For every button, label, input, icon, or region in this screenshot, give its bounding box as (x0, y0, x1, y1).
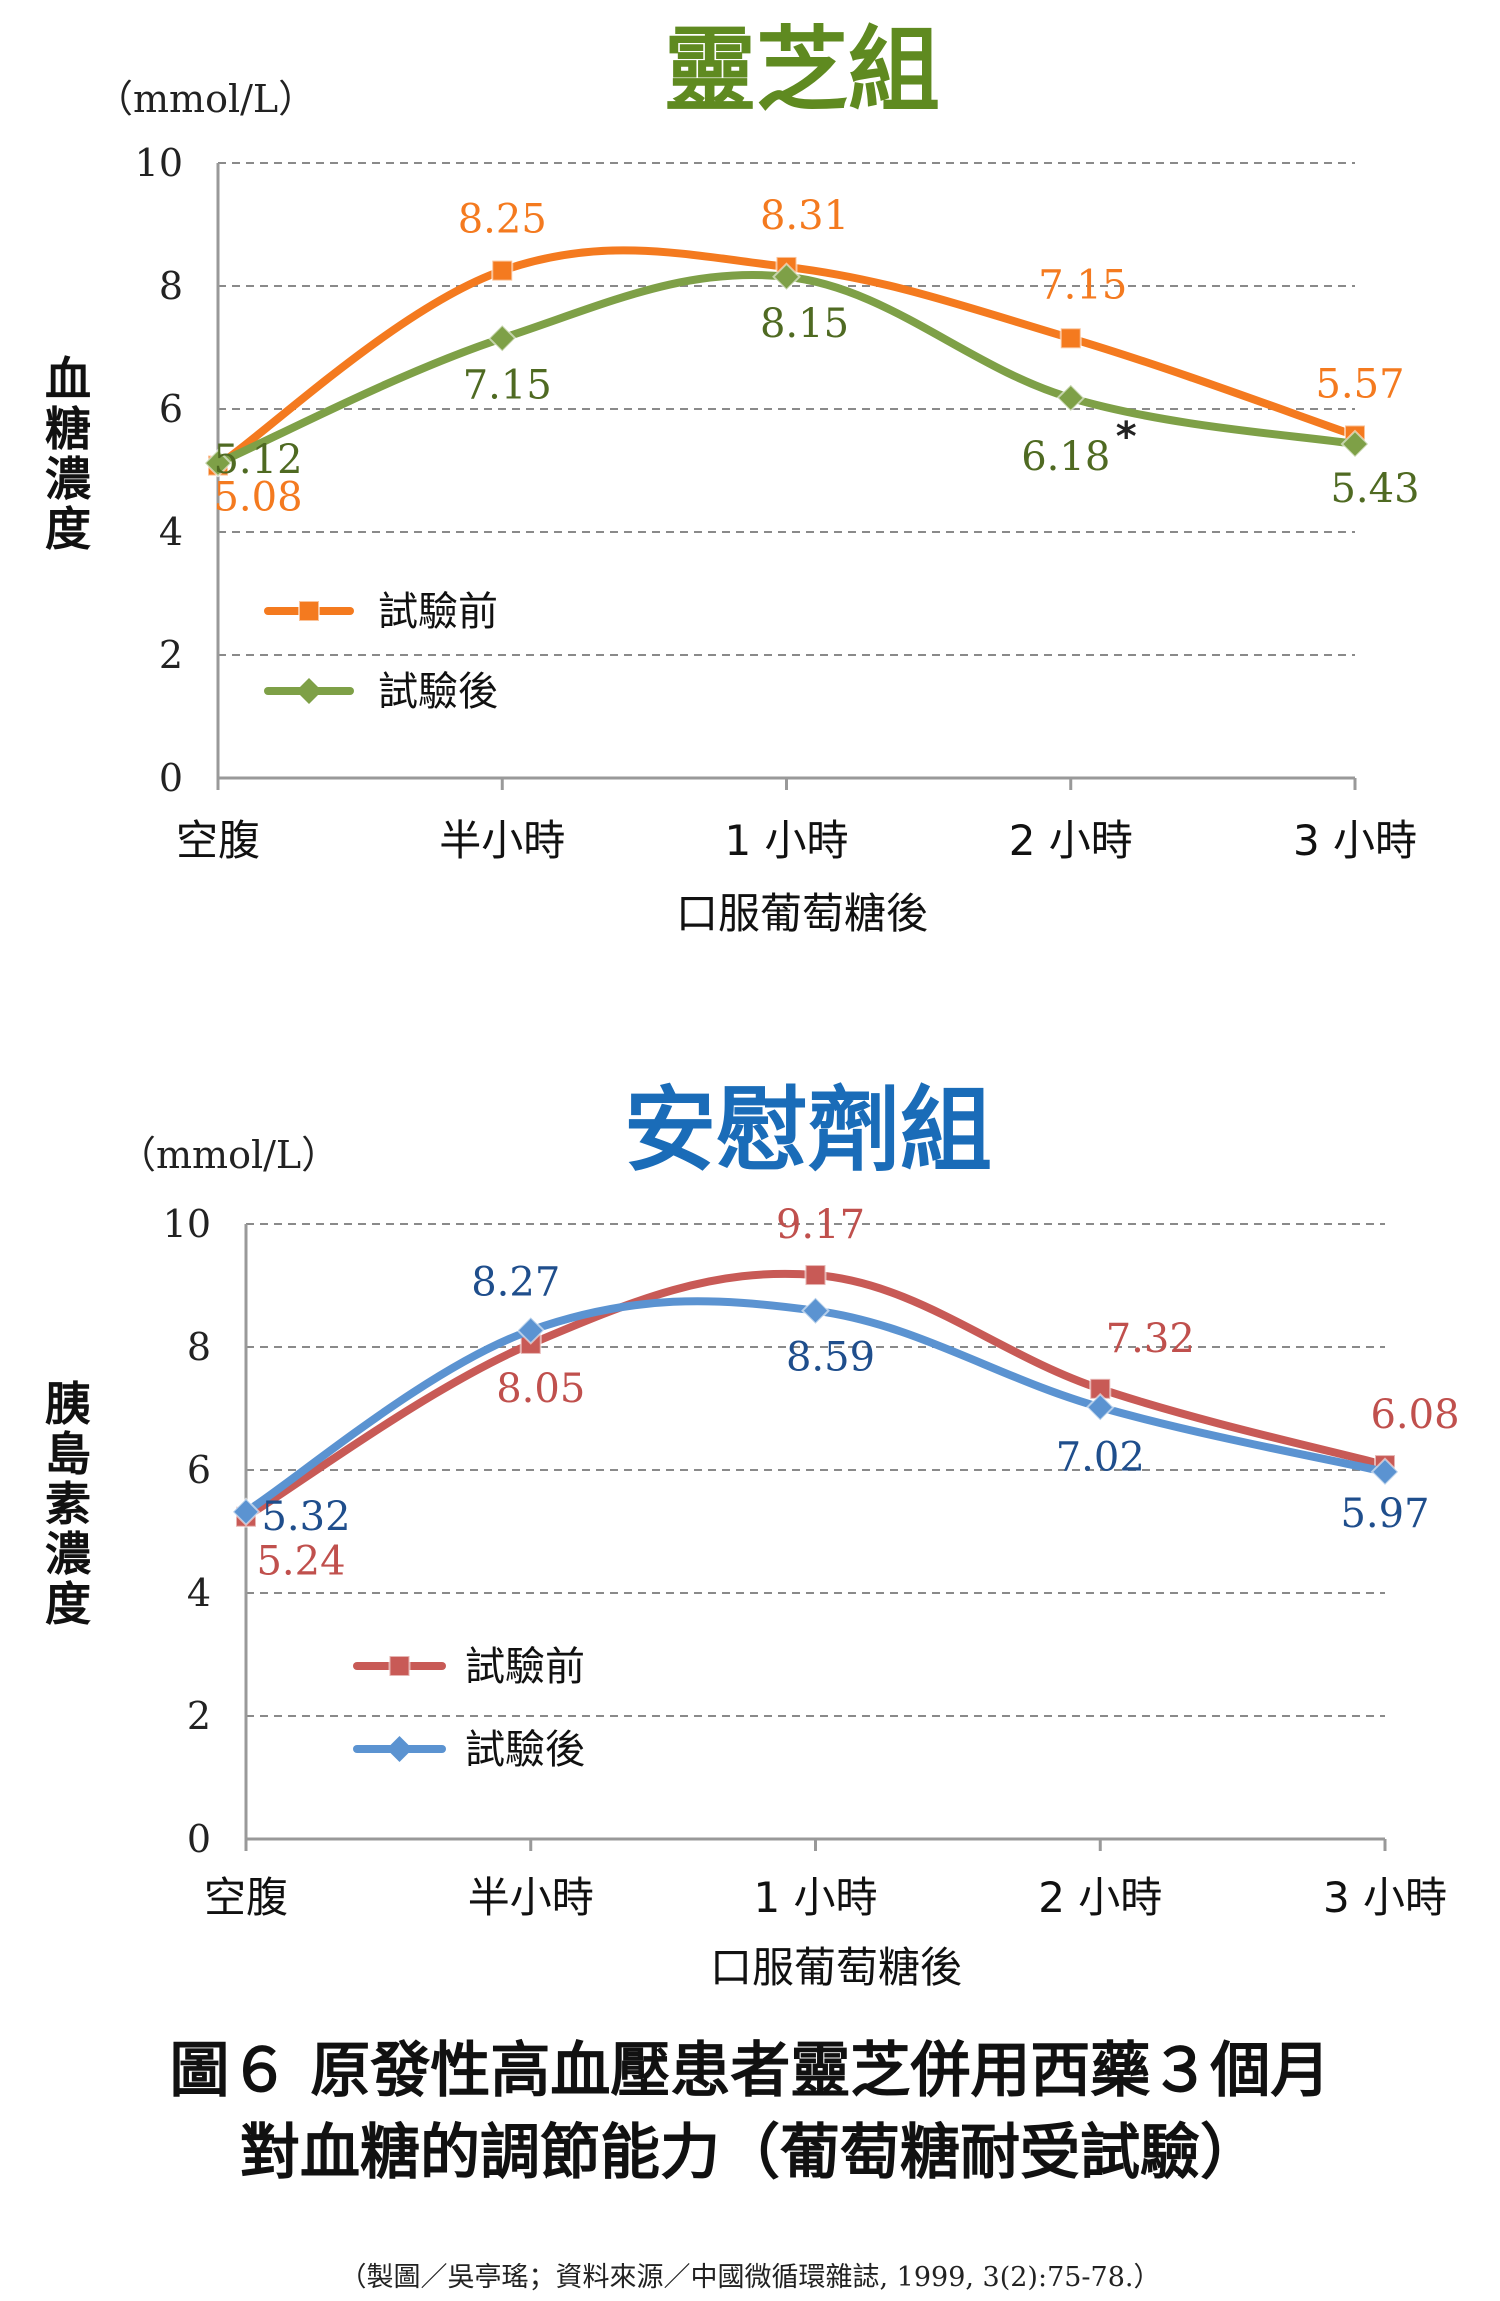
data-label: 6.08 (1370, 1392, 1459, 1438)
data-label: 5.43 (1330, 466, 1419, 512)
x-tick-label: 空腹 (176, 816, 260, 865)
y-tick-label: 10 (135, 141, 183, 185)
ylabel-char: 糖 (45, 402, 91, 456)
figure-caption: 圖６ 原發性高血壓患者靈芝併用西藥３個月 對血糖的調節能力（葡萄糖耐受試驗） (0, 2030, 1500, 2194)
legend-marker (296, 678, 322, 704)
x-tick-label: 2 小時 (1038, 1873, 1162, 1922)
legend-label: 試驗後 (378, 669, 498, 715)
legend-label: 試驗後 (465, 1727, 585, 1773)
y-tick-label: 6 (187, 1448, 211, 1492)
data-point-marker (203, 448, 233, 478)
ylabel-char: 血 (45, 352, 91, 406)
data-point-marker (801, 1296, 830, 1326)
data-point-marker (516, 1315, 546, 1345)
y-tick-label: 4 (187, 1571, 211, 1615)
x-tick-label: 1 小時 (724, 816, 848, 865)
data-label: 5.24 (256, 1539, 345, 1585)
x-tick-label: 半小時 (468, 1873, 594, 1922)
significance-asterisk: * (1116, 414, 1137, 460)
ylabel-char: 度 (45, 1577, 91, 1631)
caption-line-1: 圖６ 原發性高血壓患者靈芝併用西藥３個月 (169, 2036, 1331, 2106)
chart2-xlabel: 口服葡萄糖後 (710, 1943, 962, 1992)
chart2-title: 安慰劑組 (624, 1077, 992, 1184)
x-tick-label: 3 小時 (1293, 816, 1417, 865)
ylabel-char: 度 (45, 502, 91, 556)
chart1-title: 靈芝組 (664, 17, 940, 124)
y-tick-label: 2 (159, 633, 183, 677)
data-label: 7.15 (463, 362, 552, 408)
data-label: 7.02 (1056, 1434, 1145, 1480)
data-point-marker (1056, 383, 1086, 413)
data-label: 5.97 (1340, 1491, 1429, 1537)
y-tick-label: 4 (159, 510, 183, 554)
ylabel-char: 濃 (45, 1527, 92, 1581)
y-tick-label: 6 (159, 387, 183, 431)
y-tick-label: 2 (187, 1694, 211, 1738)
figure-credit: （製圖／吳亭瑤；資料來源／中國微循環雜誌, 1999, 3(2):75-78.） (339, 2262, 1161, 2293)
legend-marker (298, 600, 320, 622)
x-tick-label: 空腹 (204, 1873, 288, 1922)
data-label: 7.32 (1106, 1316, 1195, 1362)
data-label: 5.32 (261, 1494, 350, 1540)
data-label: 6.18 (1021, 434, 1110, 480)
data-label: 9.17 (776, 1202, 865, 1248)
y-tick-label: 0 (159, 756, 183, 800)
y-tick-label: 8 (187, 1325, 211, 1369)
ylabel-char: 胰 (45, 1377, 91, 1431)
data-label: 8.15 (760, 301, 849, 347)
x-tick-label: 半小時 (439, 816, 565, 865)
ylabel-char: 島 (45, 1427, 91, 1481)
data-point-marker (1059, 327, 1082, 350)
chart1-unit: （mmol/L） (95, 77, 316, 121)
data-label: 5.12 (213, 437, 302, 483)
data-label: 8.27 (471, 1259, 560, 1305)
data-label: 8.25 (458, 197, 547, 243)
data-label: 5.08 (213, 475, 302, 521)
chart2-unit: （mmol/L） (118, 1133, 339, 1177)
data-point-marker (231, 1497, 261, 1527)
data-point-marker (804, 1264, 827, 1287)
data-label: 8.31 (760, 193, 849, 239)
chart1-xlabel: 口服葡萄糖後 (676, 889, 928, 938)
data-label: 8.59 (786, 1335, 875, 1381)
y-tick-label: 8 (159, 264, 183, 308)
data-label: 5.57 (1315, 361, 1404, 407)
ylabel-char: 素 (45, 1477, 91, 1531)
y-tick-label: 0 (187, 1817, 211, 1861)
ylabel-char: 濃 (45, 452, 92, 506)
x-tick-label: 2 小時 (1009, 816, 1133, 865)
legend-label: 試驗前 (378, 589, 498, 635)
data-point-marker (491, 259, 514, 282)
legend-marker (386, 1736, 413, 1762)
caption-line-2: 對血糖的調節能力（葡萄糖耐受試驗） (240, 2118, 1260, 2188)
data-point-marker (1370, 1457, 1400, 1487)
data-label: 7.15 (1038, 262, 1127, 308)
data-point-marker (1085, 1392, 1115, 1422)
legend-label: 試驗前 (465, 1644, 585, 1690)
x-tick-label: 3 小時 (1323, 1873, 1447, 1922)
y-tick-label: 10 (163, 1202, 211, 1246)
data-label: 8.05 (496, 1366, 585, 1412)
data-point-marker (1340, 429, 1370, 459)
x-tick-label: 1 小時 (753, 1873, 877, 1922)
legend-marker (388, 1655, 411, 1677)
data-point-marker (487, 323, 517, 353)
data-point-marker (772, 262, 801, 292)
